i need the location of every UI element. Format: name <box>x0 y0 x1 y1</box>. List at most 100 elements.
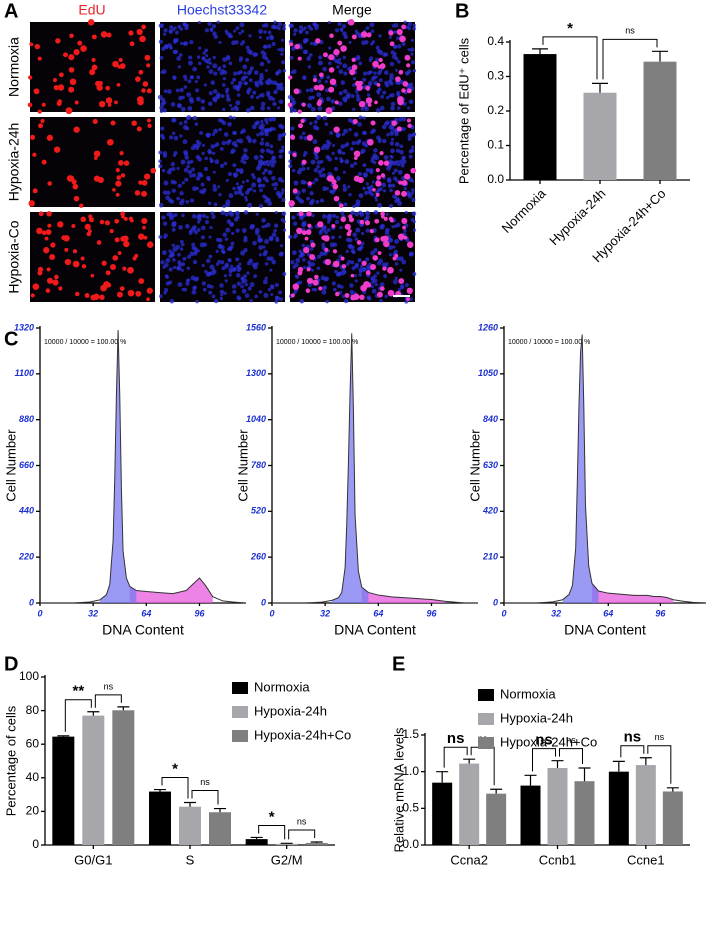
edu-cell <box>119 151 124 156</box>
edu-cell <box>353 156 358 161</box>
nucleus <box>255 165 261 171</box>
edu-cell <box>403 173 411 180</box>
edu-cell <box>326 175 334 182</box>
nucleus <box>384 227 390 233</box>
nucleus <box>385 165 391 171</box>
nucleus <box>266 106 271 110</box>
edu-cell <box>402 225 406 230</box>
nucleus <box>365 182 370 186</box>
nucleus <box>360 241 365 246</box>
nucleus <box>378 78 383 83</box>
nucleus <box>299 199 305 204</box>
column-header: Hoechst33342 <box>177 2 268 18</box>
nucleus <box>172 75 177 80</box>
edu-cell <box>141 217 148 224</box>
x-axis-label: DNA Content <box>334 622 416 638</box>
edu-cell <box>54 274 59 280</box>
edu-cell <box>38 211 44 217</box>
edu-cell <box>59 72 64 78</box>
edu-cell <box>36 227 43 235</box>
nucleus <box>365 215 370 220</box>
nucleus <box>223 132 229 137</box>
nucleus <box>362 163 367 168</box>
nucleus <box>163 288 169 293</box>
error-bar <box>524 774 537 786</box>
edu-cell <box>375 192 380 197</box>
edu-cell <box>146 241 154 248</box>
nucleus <box>208 91 214 96</box>
edu-cell <box>66 175 74 182</box>
edu-cell <box>406 63 411 68</box>
edu-cell <box>357 176 364 184</box>
y-tick-label: 630 <box>483 460 498 470</box>
nucleus <box>270 285 275 290</box>
nucleus <box>277 48 281 52</box>
bar <box>52 736 75 845</box>
nucleus <box>305 88 310 93</box>
nucleus <box>275 71 280 76</box>
significance-bracket <box>602 38 658 80</box>
nucleus <box>327 217 332 222</box>
x-tick-label: 64 <box>373 608 383 618</box>
edu-cell <box>143 173 151 180</box>
edu-cell <box>143 235 148 240</box>
nucleus <box>338 91 343 96</box>
nucleus <box>176 267 180 271</box>
nucleus <box>222 121 227 126</box>
edu-cell <box>378 160 384 166</box>
edu-cell <box>319 72 324 78</box>
nucleus <box>233 131 237 135</box>
nucleus <box>178 53 183 57</box>
nucleus <box>278 149 283 154</box>
edu-cell <box>367 138 374 146</box>
nucleus <box>209 158 214 163</box>
nucleus <box>408 253 413 257</box>
edu-cell <box>406 287 413 294</box>
nucleus <box>379 105 385 111</box>
nucleus <box>192 143 197 148</box>
edu-cell <box>117 251 122 256</box>
edu-cell <box>146 287 153 294</box>
nucleus <box>171 222 177 228</box>
row-label: Normoxia <box>6 37 22 97</box>
nucleus <box>278 290 283 295</box>
edu-cell <box>50 242 56 248</box>
nucleus <box>220 260 225 265</box>
edu-cell <box>106 32 112 38</box>
nucleus <box>259 141 265 146</box>
nucleus <box>343 202 348 207</box>
nucleus <box>185 23 189 28</box>
edu-cell <box>406 88 412 94</box>
edu-cell <box>141 180 148 186</box>
nucleus <box>195 88 200 93</box>
nucleus <box>212 183 217 188</box>
nucleus <box>177 183 182 188</box>
nucleus <box>208 57 212 62</box>
bar <box>459 763 480 845</box>
nucleus <box>229 245 234 249</box>
nucleus <box>340 270 346 276</box>
nucleus <box>339 158 344 163</box>
nucleus <box>343 71 348 76</box>
y-tick-label: 60 <box>26 736 40 750</box>
edu-cell <box>406 118 411 123</box>
bar <box>432 782 453 845</box>
edu-cell <box>141 88 146 93</box>
nucleus <box>189 229 193 233</box>
nucleus <box>375 198 379 202</box>
bar <box>547 768 568 845</box>
nucleus <box>185 278 190 283</box>
edu-cell <box>359 294 365 301</box>
nucleus <box>250 94 254 99</box>
nucleus <box>168 280 173 285</box>
micrograph <box>30 117 155 207</box>
nucleus <box>185 281 190 286</box>
nucleus <box>245 179 249 183</box>
nucleus <box>343 128 349 134</box>
nucleus <box>299 45 303 50</box>
nucleus <box>408 99 414 105</box>
edu-cell <box>68 54 75 61</box>
nucleus <box>263 52 267 56</box>
nucleus <box>263 168 268 173</box>
nucleus <box>397 44 402 49</box>
